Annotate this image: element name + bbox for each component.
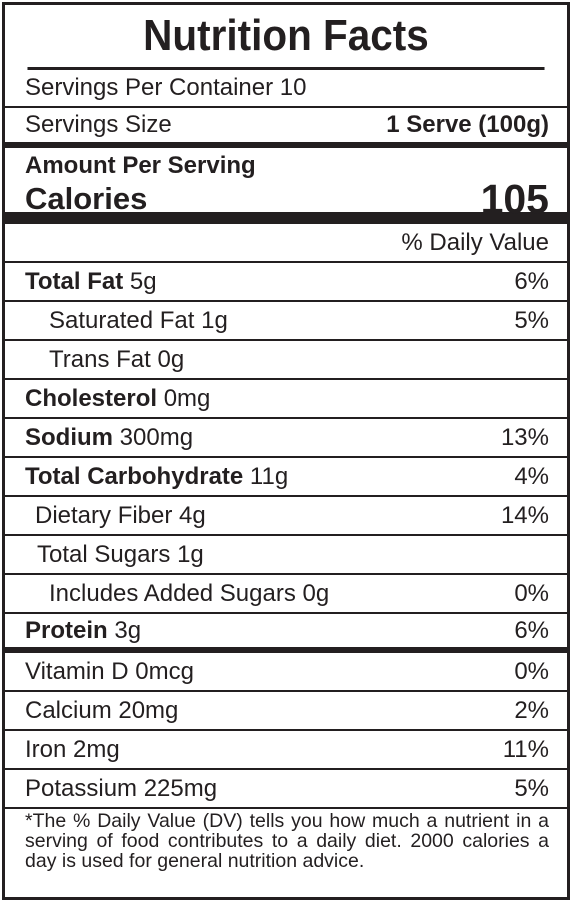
nutrient-row-sodium: Sodium 300mg 13% xyxy=(5,419,567,458)
calories-label: Calories xyxy=(25,181,148,216)
nutrient-name: Includes Added Sugars xyxy=(49,579,296,607)
vitamin-row-calcium: Calcium 20mg 2% xyxy=(5,692,567,731)
nutrient-dv: 6% xyxy=(514,616,549,644)
nutrient-row-total-carbohydrate: Total Carbohydrate 11g 4% xyxy=(5,458,567,497)
vitamin-dv: 11% xyxy=(502,735,549,763)
nutrient-name: Sodium xyxy=(25,423,113,451)
nutrient-dv: 5% xyxy=(514,306,549,334)
nutrient-name: Total Sugars xyxy=(37,540,171,568)
vitamin-name: Iron 2mg xyxy=(25,735,120,763)
vitamin-row-iron: Iron 2mg 11% xyxy=(5,731,567,770)
vitamin-row-potassium: Potassium 225mg 5% xyxy=(5,770,567,809)
nutrient-row-protein: Protein 3g 6% xyxy=(5,614,567,653)
amount-per-serving-block: Amount Per Serving Calories 105 xyxy=(5,148,567,224)
nutrient-amount: 1g xyxy=(177,540,204,568)
nutrient-name: Total Fat xyxy=(25,267,124,295)
serving-size-value: 1 Serve (100g) xyxy=(386,111,549,138)
vitamin-dv: 2% xyxy=(514,696,549,724)
amount-per-serving-label: Amount Per Serving xyxy=(25,152,256,179)
daily-value-footnote: *The % Daily Value (DV) tells you how mu… xyxy=(25,810,549,872)
serving-size-row: Servings Size 1 Serve (100g) xyxy=(5,108,567,148)
daily-value-header-row: % Daily Value xyxy=(5,224,567,263)
servings-per-container-row: Servings Per Container 10 xyxy=(5,70,567,108)
nutrient-amount: 1g xyxy=(201,306,228,334)
nutrient-amount: 0g xyxy=(157,345,185,373)
nutrient-name: Dietary Fiber xyxy=(35,501,173,529)
nutrient-name: Cholesterol xyxy=(25,384,158,412)
nutrient-amount: 0g xyxy=(302,579,330,607)
daily-value-header: % Daily Value xyxy=(401,228,549,256)
nutrient-dv: 4% xyxy=(514,462,549,490)
vitamin-row-vitamin-d: Vitamin D 0mcg 0% xyxy=(5,653,567,692)
calories-value: 105 xyxy=(480,176,549,222)
label-title: Nutrition Facts xyxy=(27,5,545,70)
nutrient-amount: 4g xyxy=(179,501,206,529)
nutrient-amount: 0mg xyxy=(163,384,211,412)
nutrient-row-trans-fat: Trans Fat 0g xyxy=(5,341,567,380)
nutrient-row-total-fat: Total Fat 5g 6% xyxy=(5,263,567,302)
nutrient-amount: 11g xyxy=(249,462,289,490)
serving-size-label: Servings Size xyxy=(25,111,172,138)
vitamin-name: Potassium 225mg xyxy=(25,774,218,802)
servings-per-container: Servings Per Container 10 xyxy=(25,74,307,101)
nutrient-name: Protein xyxy=(25,616,108,644)
nutrient-amount: 3g xyxy=(114,616,142,644)
nutrient-dv: 13% xyxy=(500,423,549,451)
nutrient-row-added-sugars: Includes Added Sugars 0g 0% xyxy=(5,575,567,614)
calories-row: Calories 105 xyxy=(25,176,549,222)
nutrient-name: Saturated Fat xyxy=(49,306,195,334)
nutrient-dv: 6% xyxy=(514,267,549,295)
nutrient-name: Trans Fat xyxy=(49,345,151,373)
vitamin-name: Vitamin D 0mcg xyxy=(25,657,194,685)
nutrient-dv: 14% xyxy=(500,501,549,529)
vitamin-name: Calcium 20mg xyxy=(25,696,179,724)
nutrient-name: Total Carbohydrate xyxy=(25,462,244,490)
nutrient-row-cholesterol: Cholesterol 0mg xyxy=(5,380,567,419)
nutrient-amount: 5g xyxy=(129,267,157,295)
vitamin-dv: 5% xyxy=(514,774,549,802)
nutrient-amount: 300mg xyxy=(119,423,194,451)
nutrient-row-dietary-fiber: Dietary Fiber 4g 14% xyxy=(5,497,567,536)
nutrient-row-total-sugars: Total Sugars 1g xyxy=(5,536,567,575)
nutrient-dv: 0% xyxy=(514,579,549,607)
nutrient-row-saturated-fat: Saturated Fat 1g 5% xyxy=(5,302,567,341)
vitamin-dv: 0% xyxy=(514,657,549,685)
